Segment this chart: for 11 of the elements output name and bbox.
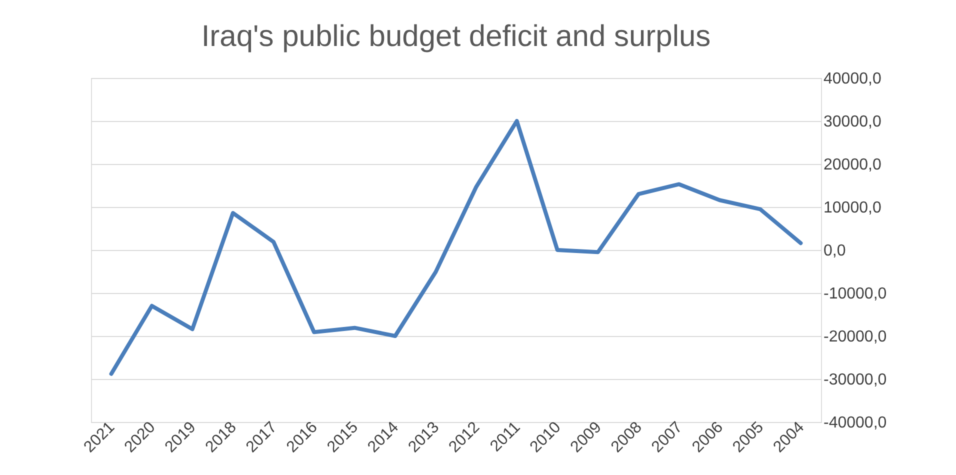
- y-tick-label: -30000,0: [824, 372, 887, 388]
- chart-title: Iraq's public budget deficit and surplus: [201, 20, 711, 53]
- y-tick-label: 10000,0: [824, 200, 882, 216]
- y-tick-label: 0,0: [824, 242, 846, 260]
- y-tick-label: 30000,0: [824, 114, 882, 130]
- y-tick-label: 20000,0: [824, 156, 882, 174]
- y-tick-label: -10000,0: [824, 286, 887, 302]
- y-tick-label: -40000,0: [824, 414, 887, 432]
- line-series: [109, 119, 803, 376]
- y-tick-label: -20000,0: [824, 328, 887, 346]
- y-tick-label: 40000,0: [824, 70, 882, 88]
